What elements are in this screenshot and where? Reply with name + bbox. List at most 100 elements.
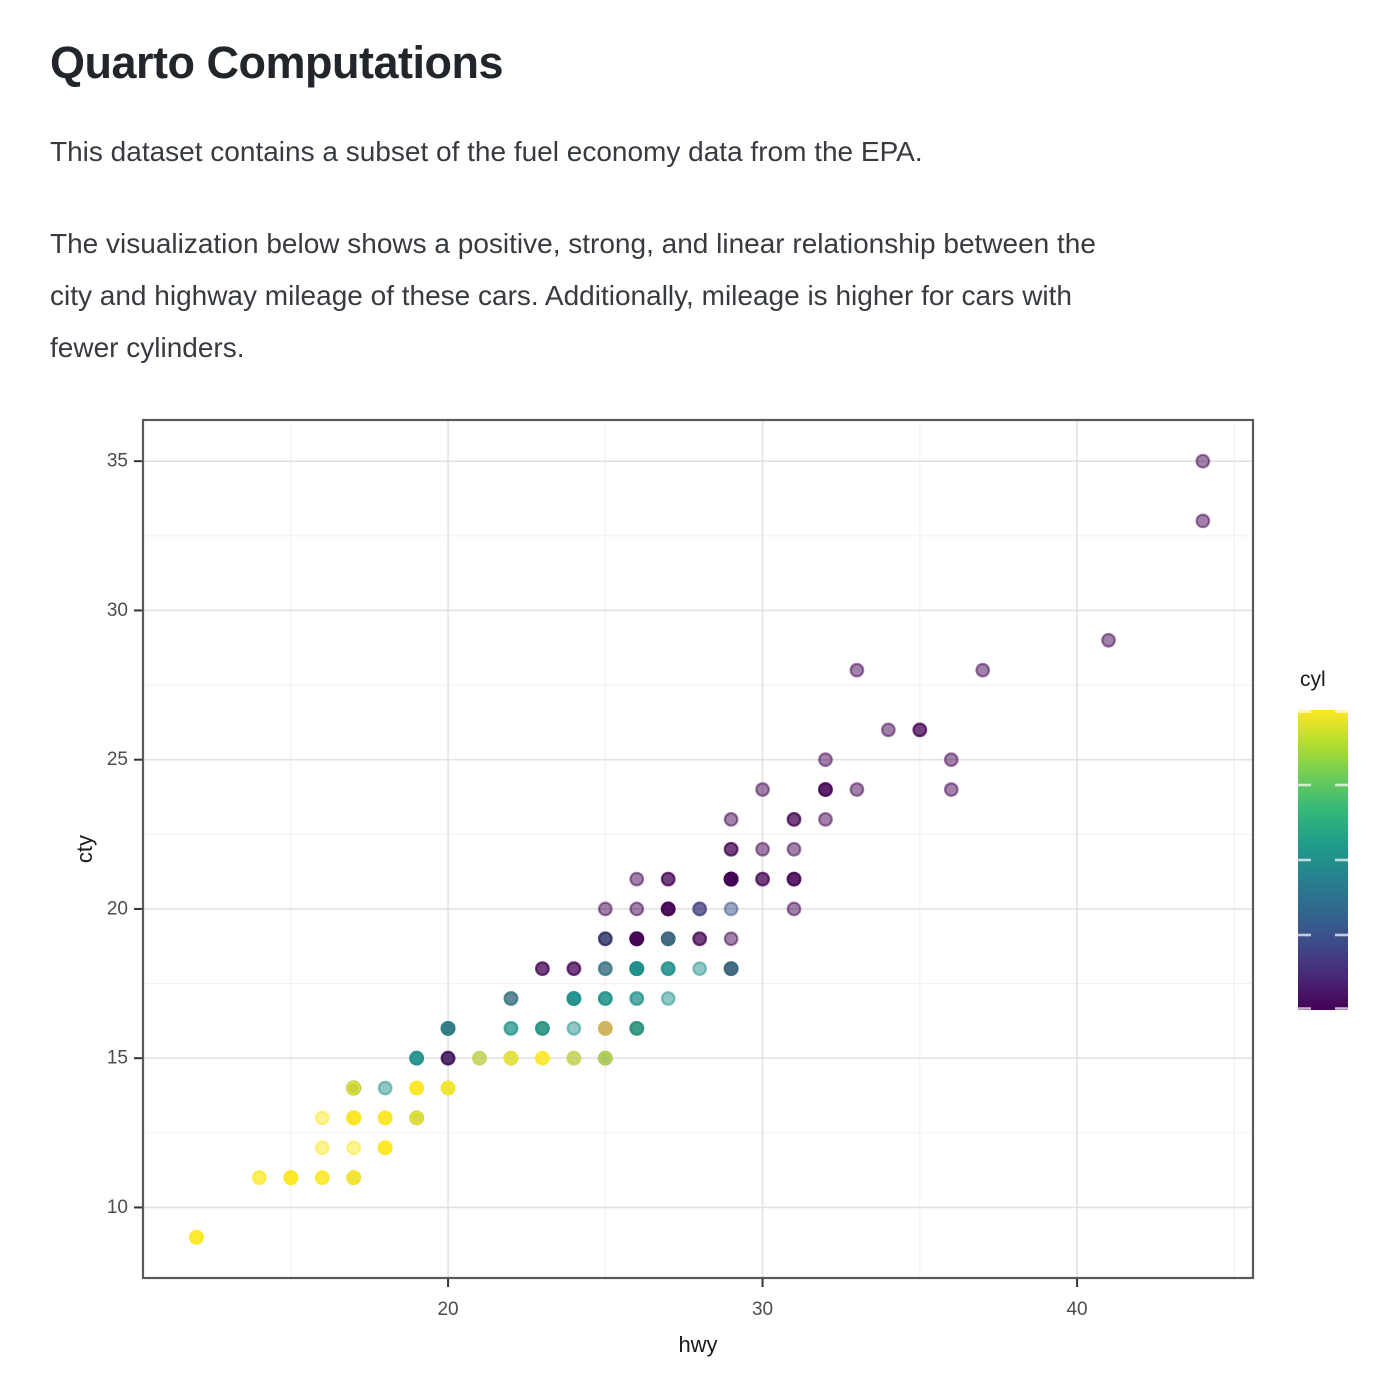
data-point [723,871,739,887]
y-tick-label: 25 [107,749,128,770]
data-point [535,1050,550,1066]
data-point [692,961,708,977]
data-point [346,1080,362,1096]
y-tick-label: 30 [107,600,128,621]
data-point [692,901,708,917]
data-point [377,1080,393,1096]
data-point [849,782,865,797]
data-point [251,1170,267,1185]
data-point [314,1170,330,1185]
data-point [409,1080,425,1096]
data-point [660,871,676,887]
scatter-plot-figure: 20 30 40 10 15 20 25 30 35 hwy cty cyl [50,400,1400,1385]
data-point [723,841,739,857]
data-point [566,1050,582,1066]
paragraph-description: The visualization below shows a positive… [50,228,1096,363]
data-point [755,841,770,857]
data-point [377,1140,393,1156]
data-point [1195,453,1211,469]
data-point [943,752,959,768]
legend-cyl: cyl [1298,668,1348,1010]
data-point [880,722,896,738]
data-point [503,1020,519,1036]
data-point [755,782,770,797]
data-point [943,782,959,797]
data-point [629,961,645,977]
data-point [346,1140,362,1156]
data-point [1195,513,1211,529]
data-point [818,752,833,768]
x-tick-label: 40 [1066,1299,1087,1320]
data-point [629,931,645,947]
x-tick-label: 20 [437,1299,458,1320]
data-point [346,1110,362,1126]
data-point [786,841,802,857]
data-point [409,1110,425,1126]
data-point [692,931,708,947]
data-point [723,811,739,827]
y-tick-label: 10 [107,1197,128,1218]
data-point [283,1170,299,1185]
data-point [597,1050,613,1066]
data-point [786,901,802,917]
data-point [660,901,676,917]
data-point [440,1080,456,1096]
data-point [503,991,519,1006]
y-tick-label: 15 [107,1048,128,1069]
data-point [566,1020,582,1036]
page-title: Quarto Computations [50,37,503,88]
panel-border [141,418,1255,1280]
data-point [440,1050,456,1066]
data-point [723,931,739,947]
data-point [535,961,550,977]
data-point [849,662,865,678]
data-point [1101,632,1116,648]
data-point [314,1140,330,1156]
data-point [660,991,676,1006]
data-point [629,1020,645,1036]
y-tick-label: 35 [107,451,128,472]
document: Quarto Computations This dataset contain… [0,36,1400,1385]
plot-panel [143,420,1253,1278]
data-point [472,1050,487,1066]
data-point [975,662,991,678]
data-point [535,1020,550,1036]
y-tick-label: 20 [107,898,128,919]
data-point [912,722,928,738]
data-point [189,1229,204,1245]
data-point [629,901,645,917]
data-point [440,1020,456,1036]
data-point [597,931,613,947]
data-point [597,901,613,917]
x-axis-label: hwy [678,1332,717,1357]
data-point [818,811,833,827]
data-point [786,871,802,887]
axes: 20 30 40 10 15 20 25 30 35 [107,451,1088,1320]
data-point [818,782,833,797]
data-point [409,1050,425,1066]
data-point [660,931,676,947]
data-point [786,811,802,827]
data-point [566,961,582,977]
data-point [597,991,613,1006]
legend-title: cyl [1300,668,1326,691]
data-point [314,1110,330,1126]
major-gridlines [143,420,1253,1278]
data-point [377,1110,393,1126]
data-point [723,901,739,917]
y-axis-label: cty [72,835,97,863]
minor-gridlines [143,420,1253,1278]
data-point [597,1020,613,1036]
data-point [755,871,770,887]
data-point [723,961,739,977]
data-point [597,961,613,977]
data-point [346,1170,362,1185]
paragraph-intro: This dataset contains a subset of the fu… [50,136,923,167]
scatter-plot: 20 30 40 10 15 20 25 30 35 hwy cty cyl [72,418,1348,1357]
points-layer [189,453,1211,1245]
data-point [566,991,582,1006]
data-point [660,961,676,977]
data-point [629,991,645,1006]
data-point [629,871,645,887]
x-tick-label: 30 [752,1299,773,1320]
